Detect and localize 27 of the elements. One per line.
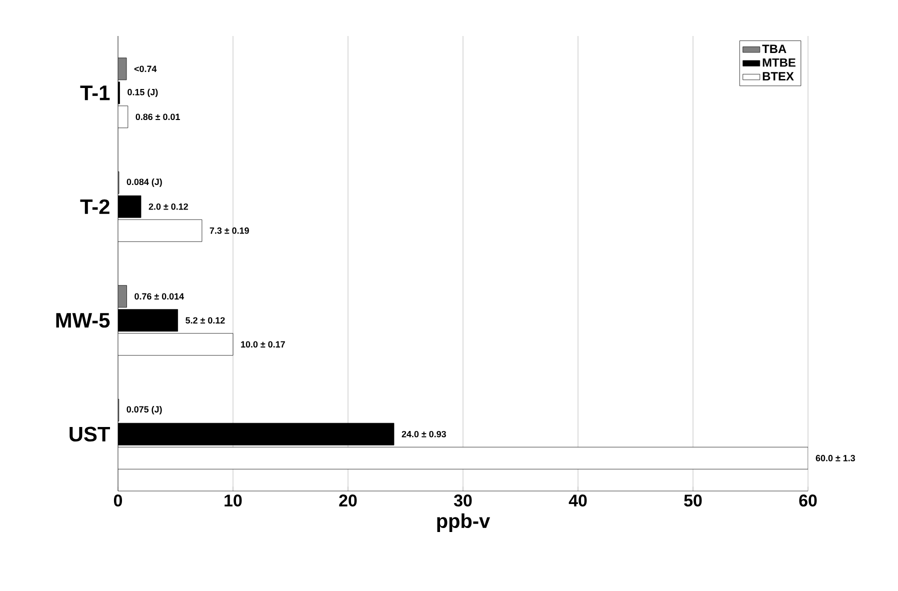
data-label: 0.084 (J)	[126, 178, 162, 187]
data-label: 0.76 ± 0.014	[134, 293, 184, 300]
data-label: 24.0 ± 0.93	[402, 430, 446, 438]
legend-label: TBA	[762, 44, 786, 53]
data-label: 10.0 ± 0.17	[241, 341, 285, 348]
legend-label: MTBE	[762, 58, 796, 67]
data-label: 60.0 ± 1.3	[816, 454, 856, 462]
data-label: 2.0 ± 0.12	[148, 203, 188, 210]
x-tick-label: 0	[114, 494, 122, 507]
x-tick-label: 60	[799, 494, 817, 507]
y-tick-label: T-1	[80, 86, 110, 100]
x-tick-label: 20	[339, 494, 357, 507]
y-tick-label: UST	[70, 426, 110, 442]
x-axis-title: ppb-v	[437, 513, 490, 532]
legend-label: BTEX	[762, 72, 794, 80]
y-tick-label: MW-5	[56, 313, 110, 328]
y-tick-label: T-2	[80, 199, 110, 214]
x-tick-label: 50	[684, 494, 702, 507]
data-label: 5.2 ± 0.12	[186, 317, 225, 324]
x-tick-label: 30	[454, 494, 472, 507]
x-tick-label: 10	[224, 494, 242, 507]
data-label: <0.74	[134, 66, 157, 72]
data-label: 0.15 (J)	[128, 88, 158, 98]
data-label: 0.075 (J)	[126, 406, 162, 414]
data-label: 0.86 ± 0.01	[136, 114, 180, 120]
x-tick-label: 40	[568, 494, 587, 507]
data-label: 7.3 ± 0.19	[210, 227, 249, 234]
